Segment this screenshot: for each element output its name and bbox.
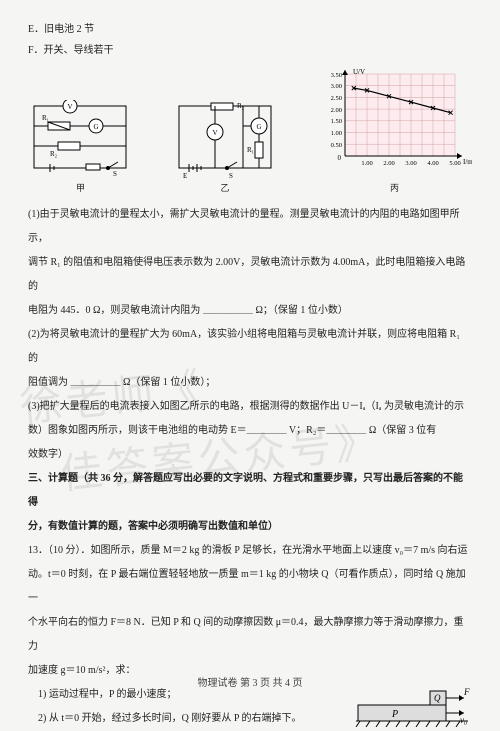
q12-p3b-2: V；R₂＝ (287, 425, 327, 436)
q12-p2a: (2)为将灵敏电流计的量程扩大为 60mA，该实验小组将电阻箱与灵敏电流计并联，… (28, 323, 472, 371)
figure-row: V G R₁ R₂ S 甲 R₂ V G (28, 68, 472, 197)
svg-text:R₂: R₂ (50, 150, 58, 158)
svg-text:V: V (67, 103, 72, 111)
q13-text: 13．（10 分）．如图所示，质量 M＝2 kg 的滑板 P 足够长，在光滑水平… (28, 539, 472, 731)
q13-l1: 13．（10 分）．如图所示，质量 M＝2 kg 的滑板 P 足够长，在光滑水平… (28, 539, 472, 563)
blank: ＿＿＿＿＿ (71, 377, 121, 388)
q12-p1c-1: 电阻为 445．0 Ω，则灵敏电流计内阻为 (28, 305, 203, 316)
svg-text:E: E (183, 172, 187, 178)
svg-text:G: G (256, 123, 261, 131)
circuit-jia-svg: V G R₁ R₂ S (28, 100, 133, 178)
figure-yi: R₂ V G R₁ S E 乙 (173, 100, 278, 197)
blank: ＿＿＿＿＿ (203, 305, 253, 316)
q12-p3c: 效数字） (28, 443, 472, 467)
q12-p3b-3: Ω（保留 3 位有 (366, 425, 436, 436)
figure-bing-label: 丙 (317, 180, 472, 197)
svg-text:v₀: v₀ (460, 715, 467, 725)
figure-jia-label: 甲 (28, 180, 133, 197)
q13-l3: 个水平向右的恒力 F＝8 N．已知 P 和 Q 间的动摩擦因数 μ＝0.4，最大… (28, 611, 472, 659)
svg-text:0: 0 (338, 154, 342, 162)
circuit-yi-svg: R₂ V G R₁ S E (173, 100, 278, 178)
q12-p1c-2: Ω；（保留 1 位小数） (253, 305, 348, 316)
q13-l2: 动。t＝0 时刻，在 P 最右端位置轻轻地放一质量 m＝1 kg 的小物块 Q（… (28, 563, 472, 611)
svg-text:R₁: R₁ (42, 114, 49, 122)
svg-text:U/V: U/V (353, 68, 365, 76)
svg-text:0.50: 0.50 (331, 142, 342, 149)
figure-jia: V G R₁ R₂ S 甲 (28, 100, 133, 197)
svg-text:2.50: 2.50 (331, 95, 342, 102)
option-f: F．开关、导线若干 (28, 41, 472, 60)
section3-head: 三、计算题（共 36 分，解答题应写出必要的文字说明、方程式和重要步骤，只写出最… (28, 467, 472, 539)
svg-text:1.00: 1.00 (361, 160, 372, 167)
svg-text:2.00: 2.00 (331, 107, 342, 114)
svg-text:5.00: 5.00 (449, 160, 460, 167)
q12-p3a: (3)把扩大量程后的电流表接入如图乙所示的电路，根据测得的数据作出 U－Iₐ（I… (28, 395, 472, 419)
q12-p2b-1: 阻值调为 (28, 377, 71, 388)
figure-yi-label: 乙 (173, 180, 278, 197)
q12-p1c: 电阻为 445．0 Ω，则灵敏电流计内阻为 ＿＿＿＿＿ Ω；（保留 1 位小数） (28, 299, 472, 323)
svg-text:1.00: 1.00 (331, 130, 342, 137)
svg-text:3.50: 3.50 (331, 72, 342, 79)
svg-text:4.00: 4.00 (427, 160, 438, 167)
svg-text:G: G (93, 123, 98, 131)
svg-text:Q: Q (434, 693, 441, 703)
svg-text:S: S (113, 170, 117, 178)
svg-text:R₁: R₁ (247, 146, 254, 154)
chart-bing-svg: U/V I/mA 0 1.00 2.00 3.00 4.00 5.00 0.50… (317, 68, 472, 178)
sec3-h1: 三、计算题（共 36 分，解答题应写出必要的文字说明、方程式和重要步骤，只写出最… (28, 467, 472, 515)
q12-p3b: 数）图象如图丙所示，则该干电池组的电动势 E＝＿＿＿＿ V；R₂＝＿＿＿＿ Ω（… (28, 419, 472, 443)
q12-p3b-1: 数）图象如图丙所示，则该干电池组的电动势 E＝ (28, 425, 247, 436)
svg-text:R₂: R₂ (237, 102, 245, 110)
q12-p1b: 调节 R₁ 的阻值和电阻箱使得电压表示数为 2.00V，灵敏电流计示数为 4.0… (28, 251, 472, 299)
svg-text:I/mA: I/mA (463, 158, 472, 166)
svg-text:P: P (391, 709, 398, 720)
svg-text:V: V (212, 129, 217, 137)
q12-p2b-2: Ω（保留 1 位小数）； (121, 377, 216, 388)
q12-text: (1)由于灵敏电流计的量程太小，需扩大灵敏电流计的量程。测量灵敏电流计的内阻的电… (28, 203, 472, 467)
svg-text:3.00: 3.00 (331, 83, 342, 90)
q12-p1a: (1)由于灵敏电流计的量程太小，需扩大灵敏电流计的量程。测量灵敏电流计的内阻的电… (28, 203, 472, 251)
option-e: E．旧电池 2 节 (28, 20, 472, 39)
q12-p2b: 阻值调为 ＿＿＿＿＿ Ω（保留 1 位小数）； (28, 371, 472, 395)
svg-text:1.50: 1.50 (331, 118, 342, 125)
figure-bing: U/V I/mA 0 1.00 2.00 3.00 4.00 5.00 0.50… (317, 68, 472, 197)
blank: ＿＿＿＿ (326, 425, 366, 436)
svg-text:2.00: 2.00 (383, 160, 394, 167)
page-footer: 物理试卷 第 3 页 共 4 页 (0, 674, 500, 693)
blank: ＿＿＿＿ (247, 425, 287, 436)
svg-text:S: S (229, 172, 233, 178)
sec3-h2: 分，有数值计算的题，答案中必须明确写出数值和单位） (28, 515, 472, 539)
svg-text:3.00: 3.00 (405, 160, 416, 167)
